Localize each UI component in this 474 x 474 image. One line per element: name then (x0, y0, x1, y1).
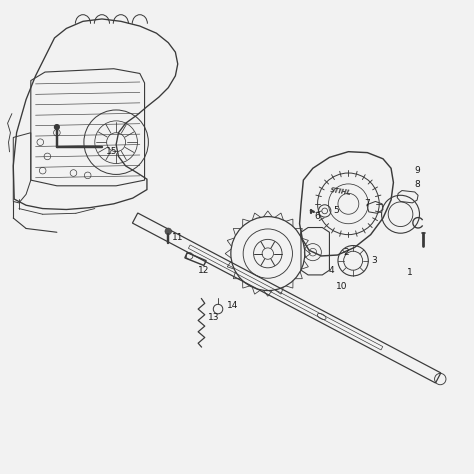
Text: 10: 10 (336, 283, 347, 291)
Circle shape (55, 125, 59, 129)
Text: 7: 7 (365, 200, 370, 208)
Text: 15: 15 (106, 147, 117, 156)
Text: 12: 12 (198, 266, 210, 274)
Text: 8: 8 (414, 181, 420, 189)
Text: 4: 4 (329, 266, 335, 274)
Circle shape (165, 228, 172, 235)
Text: 1: 1 (407, 268, 413, 277)
Text: 5: 5 (334, 207, 339, 215)
Text: STIHL: STIHL (329, 188, 351, 196)
Text: 13: 13 (208, 313, 219, 322)
Text: 6: 6 (315, 212, 320, 221)
Text: 3: 3 (372, 256, 377, 265)
Text: 11: 11 (172, 233, 183, 241)
Text: 2: 2 (343, 248, 349, 256)
Text: 14: 14 (227, 301, 238, 310)
Text: 9: 9 (414, 166, 420, 175)
